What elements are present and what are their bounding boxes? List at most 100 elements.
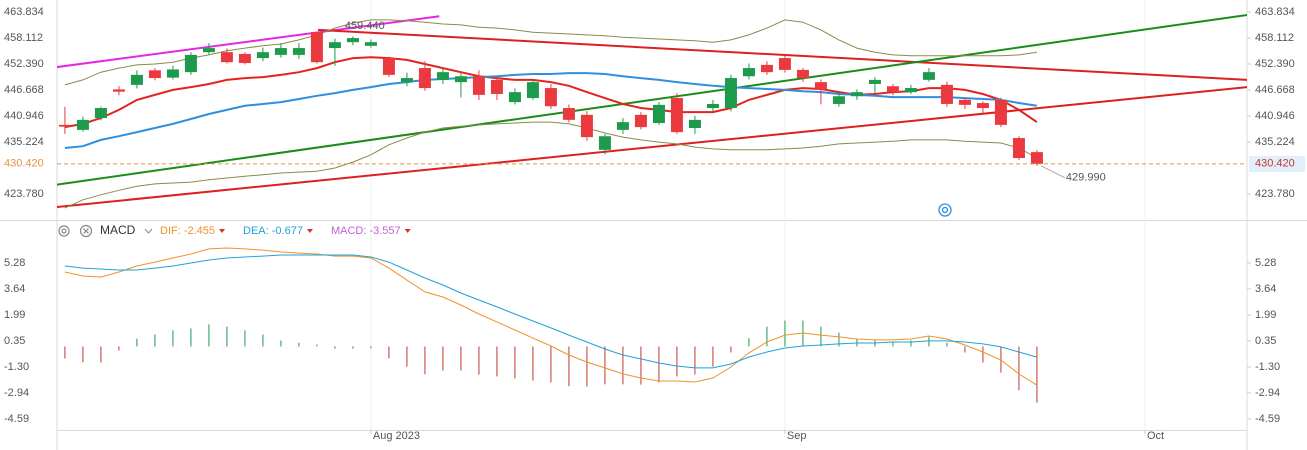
indicator-line xyxy=(64,247,1038,386)
grid xyxy=(370,0,1146,430)
candle-body xyxy=(274,48,287,55)
settings-icon[interactable] xyxy=(58,225,70,237)
candle-body xyxy=(130,74,143,85)
candle-body xyxy=(580,114,593,138)
target-icon[interactable] xyxy=(938,203,952,217)
y-tick-label-right: 446.668 xyxy=(1255,84,1295,96)
y-tick-label: 440.946 xyxy=(4,110,44,122)
candle-body xyxy=(256,52,269,59)
trend-line xyxy=(57,86,1247,208)
candle-body xyxy=(202,48,215,53)
candle-body xyxy=(526,82,539,99)
y-tick-label-right: 440.946 xyxy=(1255,110,1295,122)
low-leader xyxy=(1040,165,1066,179)
candle-body xyxy=(760,64,773,73)
candle-body xyxy=(508,92,521,103)
y-tick-label: 463.834 xyxy=(4,6,44,18)
low-annotation: 429.990 xyxy=(1066,172,1106,184)
candle-body xyxy=(454,76,467,83)
candle-body xyxy=(544,88,557,107)
legend-value: DEA: -0.677 xyxy=(243,225,303,237)
candle-body xyxy=(112,89,125,92)
candle-body xyxy=(148,70,161,79)
candle-body xyxy=(796,69,809,79)
y-tick-label-right: 463.834 xyxy=(1255,6,1295,18)
indicator-line xyxy=(64,254,1038,369)
legend-dropdown[interactable] xyxy=(404,229,411,233)
x-tick-label: Sep xyxy=(787,430,807,442)
candle-body xyxy=(1012,138,1025,159)
candle-body xyxy=(670,98,683,133)
x-tick-label: Oct xyxy=(1147,430,1164,442)
candle-body xyxy=(814,82,827,90)
y-tick-label: -1.30 xyxy=(4,361,29,373)
legend-dropdown[interactable] xyxy=(219,229,226,233)
candle-body xyxy=(778,58,791,70)
candle-body xyxy=(904,88,917,93)
y-tick-label-right: -2.94 xyxy=(1255,387,1280,399)
candle-body xyxy=(418,68,431,89)
candle-body xyxy=(652,104,665,124)
y-tick-label: 5.28 xyxy=(4,257,25,269)
candle-body xyxy=(76,119,89,130)
candle-body xyxy=(598,136,611,150)
macd-panel xyxy=(64,247,1038,403)
candle-body xyxy=(1030,152,1043,164)
candle-body xyxy=(364,42,377,46)
candle-body xyxy=(328,42,341,49)
candle-body xyxy=(58,124,71,127)
y-tick-label-right: 1.99 xyxy=(1255,309,1276,321)
candle-body xyxy=(724,78,737,109)
y-tick-label: 435.224 xyxy=(4,136,44,148)
last-price-label-right: 430.420 xyxy=(1255,158,1295,170)
candle-body xyxy=(832,96,845,104)
candle-body xyxy=(616,122,629,130)
macd-toolbar: MACD xyxy=(58,223,153,238)
y-tick-label-right: 5.28 xyxy=(1255,257,1276,269)
candle-body xyxy=(238,53,251,64)
candle-body xyxy=(994,99,1007,125)
candle-body xyxy=(706,103,719,109)
price-axis: 463.834 463.834 458.112 458.112 452.390 452.3… xyxy=(4,6,1305,200)
candle-body xyxy=(310,32,323,63)
candle-body xyxy=(940,84,953,104)
y-tick-label-right: 458.112 xyxy=(1255,32,1294,44)
y-tick-label: 3.64 xyxy=(4,283,25,295)
candle-body xyxy=(886,86,899,93)
candle-body xyxy=(436,72,449,80)
x-tick-label: Aug 2023 xyxy=(373,430,420,442)
y-tick-label: 452.390 xyxy=(4,58,44,70)
legend-value: MACD: -3.557 xyxy=(331,225,401,237)
trend-line xyxy=(57,15,440,69)
candle-body xyxy=(382,58,395,75)
indicator-line xyxy=(64,121,1038,209)
candle-body xyxy=(850,92,863,97)
candle-body xyxy=(562,108,575,120)
legend-value: DIF: -2.455 xyxy=(160,225,215,237)
candle-body xyxy=(400,78,413,83)
candle-body xyxy=(220,52,233,63)
y-tick-label: 446.668 xyxy=(4,84,44,96)
candle-body xyxy=(490,79,503,94)
dropdown-icon[interactable] xyxy=(144,228,153,234)
indicator-name[interactable]: MACD xyxy=(100,223,136,237)
candle-body xyxy=(976,103,989,109)
y-tick-label: 423.780 xyxy=(4,188,44,200)
candle-body xyxy=(292,48,305,55)
y-tick-label-right: 435.224 xyxy=(1255,136,1295,148)
y-tick-label: 1.99 xyxy=(4,309,25,321)
candle-body xyxy=(922,72,935,80)
candle-body xyxy=(184,54,197,73)
candle-body xyxy=(634,114,647,128)
last-price-box xyxy=(1249,155,1305,172)
y-tick-label: 0.35 xyxy=(4,335,25,347)
indicator-line xyxy=(64,19,1037,86)
legend-dropdown[interactable] xyxy=(306,229,313,233)
close-icon[interactable] xyxy=(79,224,93,238)
candle-body xyxy=(94,108,107,119)
indicator-line xyxy=(64,56,1038,129)
y-tick-label: -2.94 xyxy=(4,387,29,399)
y-tick-label-right: 0.35 xyxy=(1255,335,1276,347)
